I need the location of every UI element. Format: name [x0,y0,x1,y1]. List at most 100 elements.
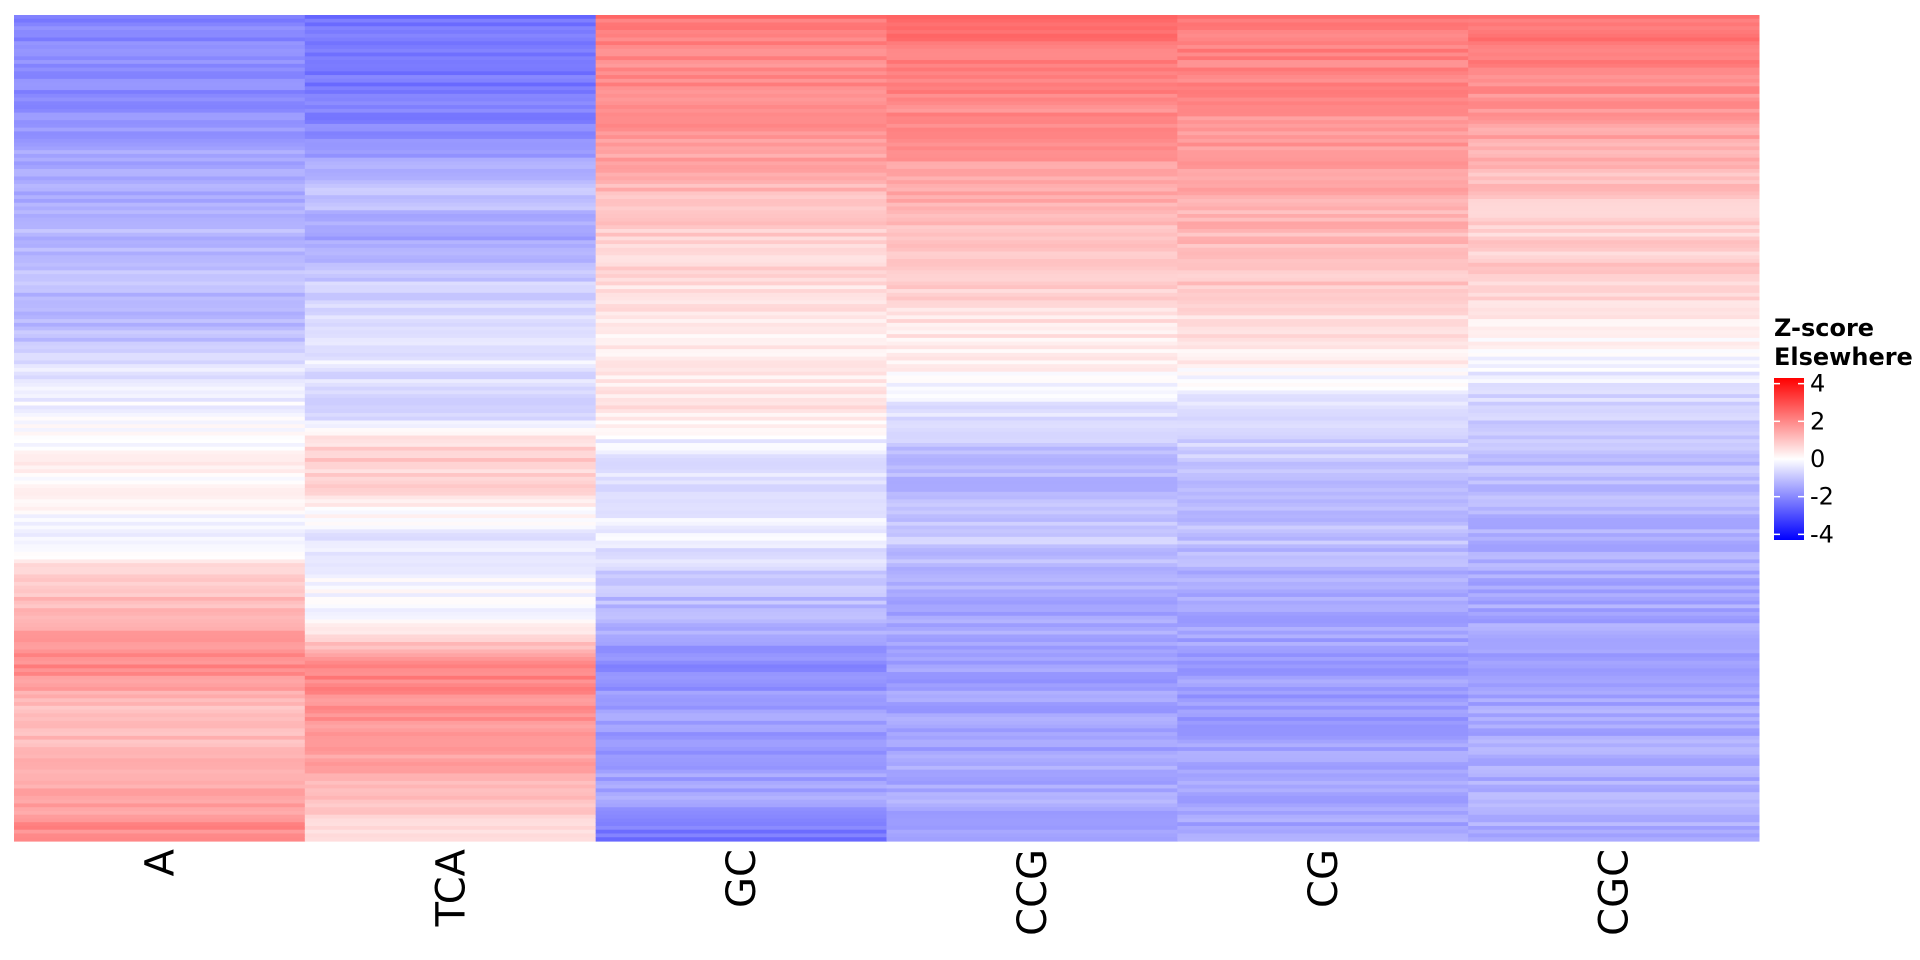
heatmap-cell [595,277,887,283]
heatmap-cell [14,375,306,380]
heatmap-cell [14,60,306,65]
heatmap-cell [1468,581,1760,587]
heatmap-cell [1468,754,1760,759]
heatmap-cell [1468,458,1760,463]
heatmap-cell [886,412,1178,418]
heatmap-cell [304,22,597,27]
heatmap-cell [1177,33,1469,39]
heatmap-cell [886,240,1178,245]
heatmap-cell [595,578,887,583]
heatmap-cell [595,26,887,31]
heatmap-cell [14,71,306,76]
heatmap-cell [304,784,597,790]
heatmap-cell [304,720,597,726]
heatmap-cell [1468,687,1760,692]
heatmap-cell [1177,765,1469,771]
heatmap-cell [1177,833,1469,838]
heatmap-cell [14,503,306,508]
heatmap-cell [595,581,887,587]
heatmap-cell [1468,623,1760,628]
heatmap-cell [304,322,597,328]
heatmap-cell [304,251,597,256]
heatmap-cell [595,810,887,816]
heatmap-cell [886,285,1178,290]
heatmap-cell [886,540,1178,545]
heatmap-cell [886,304,1178,309]
heatmap-cell [304,26,597,31]
heatmap-cell [1468,713,1760,718]
heatmap-cell [304,803,597,808]
heatmap-cell [1177,428,1469,433]
heatmap-cell [14,180,306,185]
heatmap-cell [595,382,887,388]
heatmap-cell [304,86,597,91]
heatmap-cell [886,262,1178,268]
heatmap-cell [1177,345,1469,350]
heatmap-cell [595,536,887,542]
heatmap-cell [304,142,597,147]
heatmap-cell [595,259,887,264]
heatmap-cell [1177,788,1469,793]
heatmap-cell [304,345,597,350]
heatmap-cell [14,131,306,136]
heatmap-cell [14,698,306,703]
heatmap-cell [595,161,887,166]
heatmap-cell [1177,48,1469,54]
heatmap-cell [304,762,597,767]
heatmap-cell [14,536,306,542]
heatmap-cell [1468,743,1760,748]
heatmap-cell [1177,514,1469,519]
heatmap-cell [1468,30,1760,35]
heatmap-cell [304,638,597,643]
heatmap-cell [1468,739,1760,744]
heatmap-cell [886,292,1178,298]
heatmap-cell [595,499,887,504]
heatmap-cell [14,424,306,429]
heatmap-cell [1177,367,1469,373]
heatmap-cell [304,78,597,84]
heatmap-cell [1177,642,1469,647]
heatmap-cell [304,657,597,662]
heatmap-cell [304,825,597,831]
heatmap-cell [1177,581,1469,587]
heatmap-cell [14,142,306,147]
heatmap-cell [304,555,597,560]
heatmap-cell [304,540,597,545]
heatmap-cell [1468,837,1760,842]
x-tick-label-tca: TCA [428,848,474,927]
heatmap-cell [595,48,887,54]
heatmap-cell [14,101,306,106]
heatmap-cell [14,837,306,842]
heatmap-cell [886,52,1178,57]
heatmap-cell [304,206,597,211]
heatmap-cell [595,521,887,527]
heatmap-cell [304,660,597,666]
heatmap-cell [304,217,597,223]
heatmap-cell [595,814,887,820]
heatmap-cell [886,225,1178,230]
heatmap-cell [595,694,887,699]
heatmap-cell [886,503,1178,508]
heatmap-cell [886,675,1178,681]
heatmap-cell [1468,645,1760,651]
heatmap-cell [1468,225,1760,230]
heatmap-cell [1177,289,1469,294]
heatmap-cell [1468,345,1760,350]
heatmap-cell [1468,533,1760,538]
heatmap-cell [886,765,1178,771]
heatmap-cell [14,743,306,748]
heatmap-cell [1177,274,1469,279]
heatmap-cell [304,386,597,392]
heatmap-cell [1177,814,1469,820]
heatmap-cell [14,165,306,170]
heatmap-cell [1468,240,1760,245]
heatmap-cell [304,337,597,343]
heatmap-cell [304,401,597,407]
heatmap-cell [14,720,306,726]
heatmap-cell [1177,510,1469,515]
heatmap-cell [886,356,1178,362]
heatmap-cell [14,255,306,260]
heatmap-cell [1177,56,1469,61]
heatmap-cell [304,518,597,523]
heatmap-cell [595,195,887,200]
